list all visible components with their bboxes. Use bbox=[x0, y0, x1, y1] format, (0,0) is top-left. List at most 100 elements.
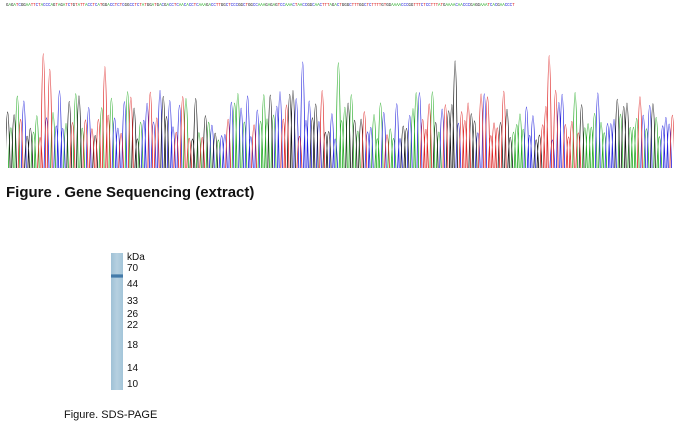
kda-unit-label: kDa bbox=[127, 252, 145, 263]
base-letter: G bbox=[470, 4, 473, 8]
base-letter: T bbox=[433, 4, 436, 8]
base-letter: C bbox=[87, 4, 90, 8]
base-letter: T bbox=[339, 4, 342, 8]
base-letter: A bbox=[85, 4, 88, 8]
marker-label: 44 bbox=[127, 279, 139, 290]
base-letter: G bbox=[126, 4, 130, 8]
marker-label: 26 bbox=[127, 309, 139, 320]
base-letter: C bbox=[176, 4, 179, 8]
base-letter: G bbox=[331, 4, 335, 8]
base-letter: T bbox=[228, 4, 231, 8]
base-letter: C bbox=[494, 4, 498, 8]
base-letter: G bbox=[124, 4, 128, 8]
base-letter: A bbox=[257, 4, 261, 8]
base-letter: T bbox=[134, 4, 137, 8]
base-letter: C bbox=[47, 4, 51, 8]
base-letter: A bbox=[186, 4, 189, 8]
base-letter: T bbox=[215, 4, 219, 8]
base-letter: T bbox=[65, 4, 68, 8]
base-letter: A bbox=[502, 4, 505, 8]
base-letter: C bbox=[403, 4, 406, 8]
base-letter: T bbox=[376, 4, 379, 8]
base-letter: G bbox=[23, 4, 26, 8]
base-letter: T bbox=[70, 4, 73, 8]
base-letter: G bbox=[6, 4, 9, 8]
base-letter: C bbox=[89, 4, 93, 8]
base-letter: G bbox=[344, 4, 347, 8]
base-letter: A bbox=[198, 4, 202, 8]
marker-label: 70 bbox=[127, 263, 139, 274]
base-letter: C bbox=[136, 4, 140, 8]
base-letter: T bbox=[82, 4, 86, 8]
base-letter: C bbox=[428, 4, 431, 8]
base-letter: C bbox=[230, 4, 234, 8]
base-letter: A bbox=[447, 4, 451, 8]
marker-label: 22 bbox=[127, 320, 139, 331]
base-letter: G bbox=[238, 4, 241, 8]
sds-page-caption: Figure. SDS-PAGE bbox=[64, 409, 158, 421]
base-letter: C bbox=[191, 4, 194, 8]
base-letter: A bbox=[260, 4, 263, 8]
base-letter: A bbox=[452, 4, 456, 8]
base-letter: G bbox=[240, 4, 244, 8]
base-letter: A bbox=[62, 4, 66, 8]
base-letter: G bbox=[477, 4, 481, 8]
base-letter: T bbox=[378, 4, 382, 8]
base-letter: C bbox=[489, 4, 493, 8]
base-letter: T bbox=[430, 4, 434, 8]
base-letter: A bbox=[398, 4, 402, 8]
base-letter: C bbox=[507, 4, 510, 8]
chromatogram bbox=[6, 53, 674, 169]
base-letter: G bbox=[388, 4, 392, 8]
base-letter: A bbox=[438, 4, 441, 8]
base-letter: A bbox=[484, 4, 488, 8]
base-letter: T bbox=[487, 4, 490, 8]
base-letter: T bbox=[354, 4, 357, 8]
base-letter: C bbox=[122, 4, 125, 8]
base-letter: A bbox=[284, 4, 288, 8]
base-letter: C bbox=[462, 4, 466, 8]
base-letter: T bbox=[119, 4, 123, 8]
base-letter: A bbox=[297, 4, 300, 8]
trace-G bbox=[6, 60, 656, 169]
protein-band bbox=[111, 274, 123, 278]
base-letter: G bbox=[156, 4, 160, 8]
base-letter: A bbox=[482, 4, 485, 8]
base-letter: T bbox=[38, 4, 41, 8]
base-letter: T bbox=[322, 4, 325, 8]
trace-T bbox=[17, 53, 674, 169]
base-letter: C bbox=[504, 4, 508, 8]
base-letter: C bbox=[213, 4, 216, 8]
base-letter: A bbox=[314, 4, 318, 8]
base-letter: A bbox=[492, 4, 495, 8]
base-letter: C bbox=[292, 4, 295, 8]
base-letter: G bbox=[442, 4, 446, 8]
base-letter: C bbox=[235, 4, 239, 8]
base-letter: T bbox=[75, 4, 78, 8]
base-letter: T bbox=[218, 4, 221, 8]
base-letter: A bbox=[107, 4, 110, 8]
base-letter: C bbox=[210, 4, 214, 8]
base-letter: G bbox=[205, 4, 209, 8]
base-letter: C bbox=[131, 4, 135, 8]
base-letter: G bbox=[72, 4, 76, 8]
base-letter: A bbox=[299, 4, 303, 8]
base-letter: T bbox=[415, 4, 419, 8]
base-letter: T bbox=[356, 4, 360, 8]
base-letter: G bbox=[381, 4, 384, 8]
base-letter: C bbox=[336, 4, 340, 8]
base-letter: T bbox=[80, 4, 83, 8]
base-letter: T bbox=[55, 4, 58, 8]
base-letter: G bbox=[146, 4, 150, 8]
base-letter: A bbox=[203, 4, 207, 8]
base-letter: A bbox=[201, 4, 204, 8]
base-letter: A bbox=[450, 4, 453, 8]
marker-label: 14 bbox=[127, 363, 139, 374]
base-letter: T bbox=[154, 4, 157, 8]
base-letter: C bbox=[243, 4, 246, 8]
base-letter: G bbox=[247, 4, 251, 8]
base-letter: G bbox=[275, 4, 278, 8]
base-letter: C bbox=[35, 4, 39, 8]
base-letter: A bbox=[472, 4, 476, 8]
base-letter: C bbox=[18, 4, 21, 8]
